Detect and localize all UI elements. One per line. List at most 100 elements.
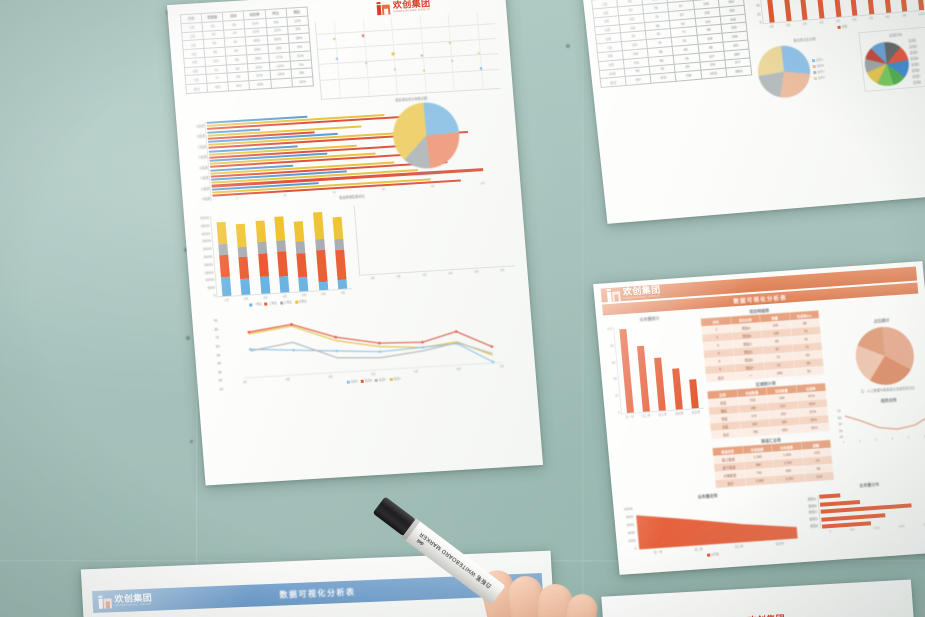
company-logo: 欢创集团 HUANCHUANG GROUP bbox=[376, 0, 432, 16]
stacked-bar bbox=[294, 221, 309, 292]
wall-scuff bbox=[186, 336, 190, 340]
gbar-group bbox=[393, 272, 405, 273]
bar bbox=[654, 357, 667, 411]
td: 合计 bbox=[705, 372, 736, 383]
topright-pie-main: 各业务占比分析 业务A 业务B 业务C 业务D bbox=[755, 33, 861, 101]
td: 549 bbox=[764, 368, 795, 379]
bar bbox=[832, 0, 842, 18]
hbar bbox=[818, 493, 841, 499]
chart-stacked-bars: 50000 45000 40000 35000 30000 25000 20000 15… bbox=[196, 207, 353, 310]
td: 1022 bbox=[700, 68, 727, 80]
scatter-point bbox=[448, 41, 451, 44]
td: 11% bbox=[291, 77, 314, 88]
topright-pie-multi: 区域分布 区域1 区域2 区域3 区域4 区域5 区域6 区域7 区域8 bbox=[858, 26, 925, 92]
stacked-bar bbox=[236, 223, 251, 296]
chart-line-trend: 90 80 70 60 50 40 30 20 10 1月 2月 3月 4月 5月 6月 7月 bbox=[204, 300, 523, 392]
td: 81 bbox=[794, 366, 825, 377]
stacked-bar bbox=[274, 216, 290, 293]
poster-business-analysis[interactable]: 欢创集团 HUANCHUANG GROUP 类别 业务明细 合计 业 bbox=[577, 0, 925, 224]
gbar-group bbox=[367, 273, 379, 275]
gbar-group bbox=[471, 267, 482, 269]
bar bbox=[765, 0, 775, 23]
legend-label: 销量 bbox=[841, 25, 848, 29]
chart-scatter-regional bbox=[314, 11, 501, 100]
stacked-bar bbox=[216, 221, 232, 297]
bar bbox=[689, 379, 700, 409]
logo-text-en: HUANCHUANG GROUP bbox=[623, 294, 661, 300]
td: 90% bbox=[799, 422, 830, 434]
legend-label: 业务A bbox=[815, 58, 824, 62]
bar bbox=[849, 0, 858, 16]
midright-area-chart: 业务量走势 10000 8000 6000 4000 2000 0 第一季 第二季 第三季… bbox=[620, 487, 801, 562]
td: 33% bbox=[249, 79, 272, 90]
bar bbox=[883, 0, 891, 13]
td: 401 bbox=[228, 80, 250, 91]
pie-chart bbox=[853, 325, 917, 387]
chart-pie-channel bbox=[346, 98, 507, 173]
hbar bbox=[819, 499, 860, 507]
bar bbox=[781, 0, 792, 22]
td: 876 bbox=[650, 72, 677, 84]
td: 3603 bbox=[725, 66, 752, 78]
midright-hbar-chart: 业务量分布 类别A 类别B 类别C 类别D 类别E bbox=[803, 478, 925, 550]
midright-tables: 项目明细表 序号 项目名称 数量 完成率(%) 1 项目A 126 88 2 项目B 108… bbox=[700, 304, 834, 488]
chart-grouped-bars bbox=[353, 196, 516, 276]
pie-chart bbox=[755, 43, 813, 100]
stacked-bar bbox=[312, 212, 328, 291]
stacked-bar bbox=[332, 216, 348, 290]
company-logo: 欢创集团 HUANCHUANG GROUP bbox=[606, 284, 662, 302]
td: 601 bbox=[207, 82, 229, 93]
td: 合计 bbox=[715, 477, 746, 488]
gbar-group bbox=[496, 265, 508, 267]
midright-bar-chart: 业务量统计 100 80 60 40 20 0 第一季 第二季 第三季 第四季 第五季 bbox=[603, 313, 711, 495]
logo-text-en: HUANCHUANG GROUP bbox=[393, 8, 431, 14]
midright-table-3: 渠道类型 完成金额 目标金额 差额 线上渠道 1,260 1,400 -140 线下渠道… bbox=[712, 439, 834, 488]
bar bbox=[866, 0, 875, 15]
bar bbox=[636, 345, 650, 412]
td: 708 bbox=[675, 70, 702, 82]
td: 750 bbox=[740, 427, 771, 438]
bar bbox=[619, 329, 634, 414]
td: 997 bbox=[625, 74, 652, 86]
midright-table-2: 区域 完成数量 目标数量 达成率 东区 218 240 91% 南区 196 210 93% 西… bbox=[707, 383, 830, 440]
poster-main-analysis[interactable]: 月份 销售额 成本 毛利率 环比 同比 1月 82 56 31% 8% 12% 2月 64 4… bbox=[166, 0, 544, 486]
logo-mark-icon bbox=[376, 1, 391, 16]
pie-multi-legend: 区域1 区域2 区域3 区域4 区域5 区域6 区域7 区域8 bbox=[908, 38, 922, 85]
td: 合计 bbox=[710, 429, 742, 440]
wall-seam-right bbox=[582, 0, 585, 617]
legend-label: 业务C bbox=[817, 70, 825, 74]
bar bbox=[900, 0, 908, 12]
pie-chart bbox=[862, 39, 912, 88]
gbar-group bbox=[419, 270, 430, 272]
gbar-group bbox=[445, 268, 456, 270]
bar bbox=[672, 368, 683, 410]
stacked-bar bbox=[255, 220, 271, 294]
td: — bbox=[735, 370, 766, 381]
td: 合计 bbox=[600, 76, 627, 88]
legend-label: 业务B bbox=[816, 64, 824, 68]
td: 合计 bbox=[185, 83, 208, 94]
td: 3,200 bbox=[774, 473, 805, 484]
scatter-point bbox=[361, 34, 365, 37]
topright-table: 类别 业务明细 合计 业务A 业务B 业务C 业务D 1月87964670299… bbox=[588, 0, 752, 88]
main-data-table: 月份 销售额 成本 毛利率 环比 同比 1月 82 56 31% 8% 12% 2月 64 4… bbox=[180, 7, 314, 95]
main-table: 月份 销售额 成本 毛利率 环比 同比 1月 82 56 31% 8% 12% 2月 64 4… bbox=[180, 7, 314, 95]
td bbox=[270, 78, 293, 89]
td: 830 bbox=[769, 425, 800, 436]
wall-scuff bbox=[566, 44, 570, 48]
bar bbox=[917, 0, 925, 11]
logo-mark-icon bbox=[606, 288, 621, 302]
bar bbox=[815, 0, 825, 19]
poster-visualization-analysis[interactable]: 欢创集团 HUANCHUANG GROUP 数据可视化分析表 业务量统计 100… bbox=[593, 261, 925, 575]
pie-main-legend: 业务A 业务B 业务C 业务D bbox=[811, 57, 826, 80]
legend-label: 业务D bbox=[817, 76, 826, 80]
hbar bbox=[820, 512, 886, 522]
midright-table-1: 序号 项目名称 数量 完成率(%) 1 项目A 126 88 2 项目B 108 79 3 项目C… bbox=[700, 310, 825, 383]
td: -218 bbox=[803, 471, 834, 482]
midright-line-svg bbox=[844, 406, 925, 430]
wall-scuff bbox=[190, 440, 193, 443]
bar bbox=[798, 0, 808, 20]
td: 2,982 bbox=[744, 475, 775, 486]
pie-chart bbox=[390, 100, 462, 171]
